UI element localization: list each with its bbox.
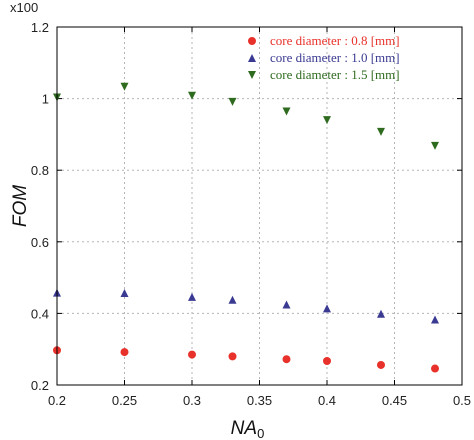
data-point [228, 97, 237, 106]
series-1 [53, 346, 439, 373]
data-point [282, 300, 291, 309]
x-axis-title-main: NA [231, 418, 257, 439]
data-point [120, 348, 129, 357]
data-point [323, 357, 331, 366]
y-tick-label: 1.2 [31, 20, 49, 35]
x-tick-label: 0.5 [453, 393, 471, 408]
data-point [228, 352, 237, 361]
data-point [377, 309, 385, 318]
plot-frame [56, 26, 463, 386]
data-point [120, 288, 129, 297]
data-point [431, 315, 439, 324]
data-point [323, 116, 331, 125]
legend-marker [248, 71, 256, 79]
legend-marker [248, 54, 256, 62]
data-point [377, 360, 385, 369]
legend-label: core diameter : 1.5 [mm] [270, 67, 400, 82]
data-point [431, 364, 439, 373]
axis-ticks: 0.2 0.25 0.3 0.35 0.4 0.45 0.5 0.2 0.4 0.6 0.8 1 1.2 [31, 20, 471, 408]
data-point [431, 141, 439, 150]
data-point [282, 107, 291, 116]
data-point [323, 304, 331, 313]
series-3 [53, 82, 439, 150]
legend-label: core diameter : 0.8 [mm] [270, 33, 400, 48]
y-axis-title: FOM [10, 185, 31, 227]
data-series [53, 82, 439, 373]
data-point [188, 292, 196, 301]
legend-label: core diameter : 1.0 [mm] [270, 50, 400, 65]
data-point [377, 127, 385, 136]
data-point [120, 82, 129, 91]
x-axis-title-subscript: 0 [257, 426, 264, 440]
y-tick-label: 0.2 [31, 378, 49, 393]
x-tick-label: 0.2 [48, 393, 66, 408]
legend: core diameter : 0.8 [mm] core diameter : … [248, 33, 400, 82]
x-tick-label: 0.45 [382, 393, 407, 408]
y-tick-label: 0.6 [31, 235, 49, 250]
x-tick-label: 0.25 [112, 393, 137, 408]
data-point [282, 355, 291, 364]
x-tick-label: 0.4 [318, 393, 336, 408]
series-2 [53, 288, 439, 324]
y-axis-multiplier-label: x100 [10, 0, 38, 15]
legend-marker [248, 37, 256, 45]
x-tick-label: 0.35 [247, 393, 272, 408]
y-tick-label: 0.4 [31, 306, 49, 321]
y-tick-label: 1 [42, 92, 49, 107]
data-point [188, 350, 196, 359]
x-axis-title: NA0 [231, 418, 265, 440]
grid-lines [57, 27, 462, 385]
data-point [188, 91, 196, 100]
x-tick-label: 0.3 [183, 393, 201, 408]
data-point [228, 295, 237, 304]
y-tick-label: 0.8 [31, 163, 49, 178]
